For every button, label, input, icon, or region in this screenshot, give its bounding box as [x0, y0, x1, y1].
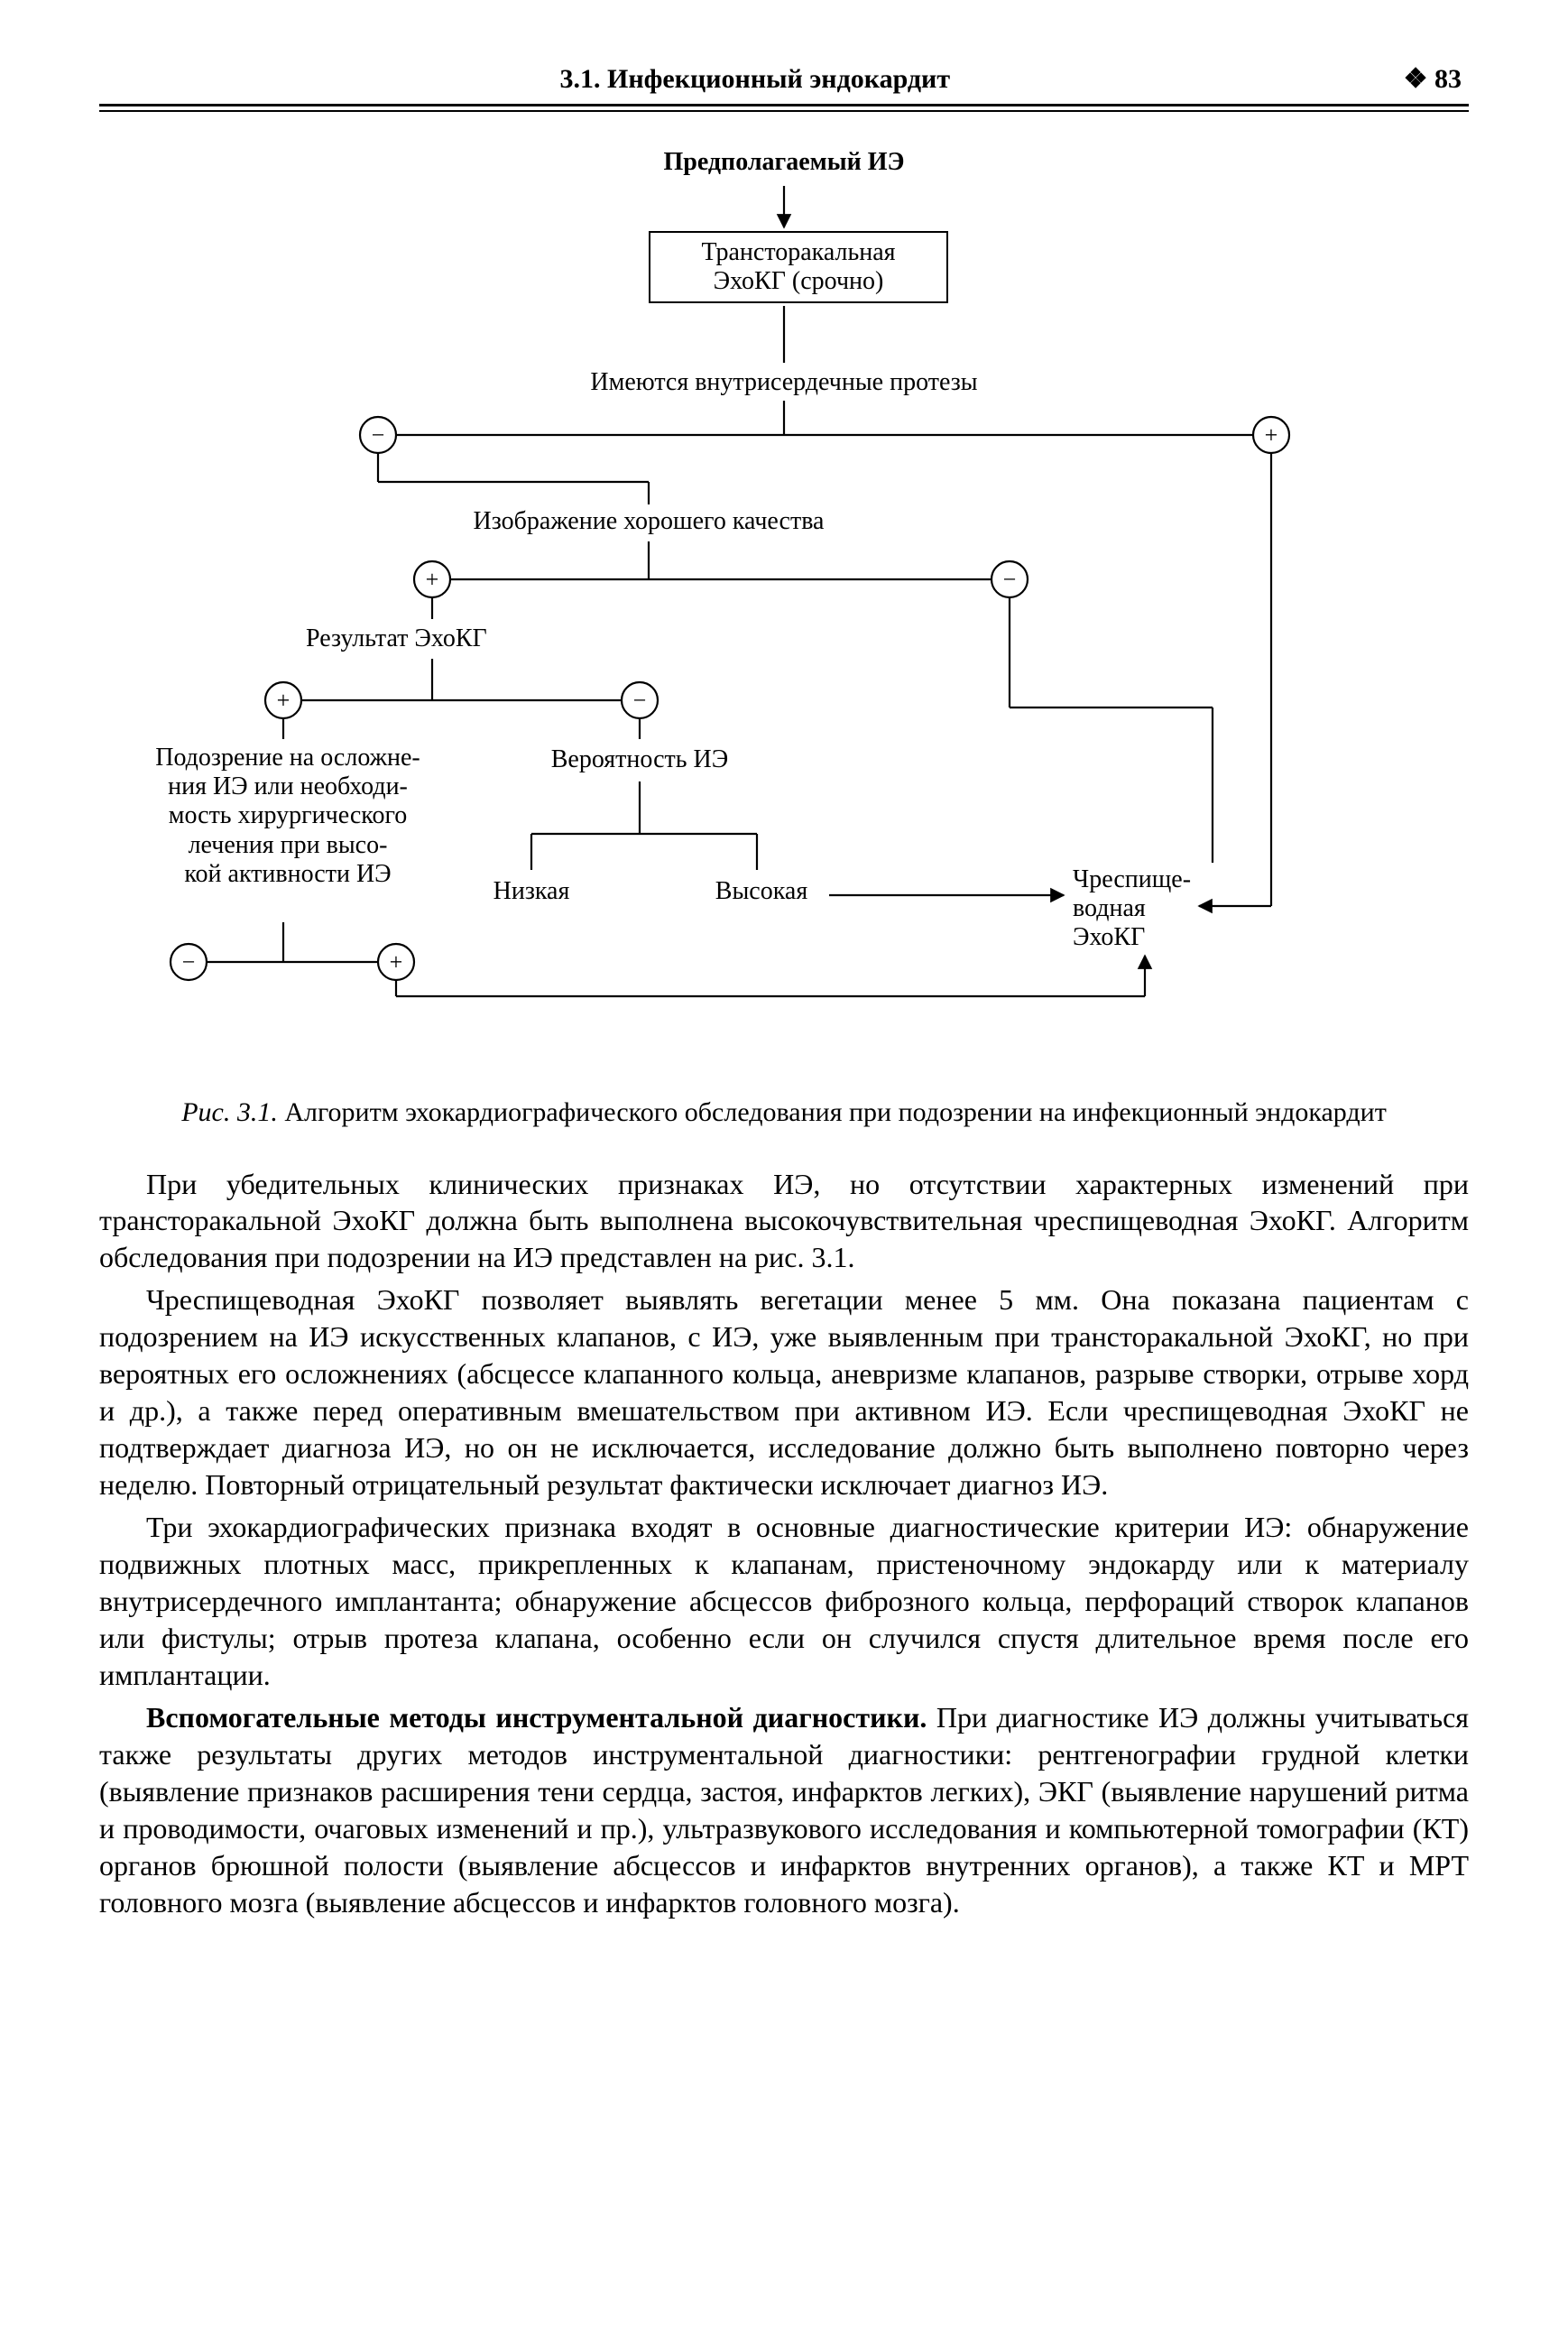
node-tee: Чреспище- водная ЭхоКГ [1073, 865, 1253, 953]
badge-plus: + [1265, 422, 1278, 449]
node-complications: Подозрение на осложне- ния ИЭ или необхо… [121, 744, 455, 889]
paragraph-2: Чреспищеводная ЭхоКГ позволяет выявлять … [99, 1281, 1469, 1503]
body-text: При убедительных клинических признаках И… [99, 1166, 1469, 1921]
node-tte-box: Трансторакальная ЭхоКГ (срочно) [649, 231, 948, 303]
paragraph-1: При убедительных клинических признаках И… [99, 1166, 1469, 1277]
caption-label: Рис. 3.1. [181, 1097, 278, 1127]
header-double-rule [99, 104, 1469, 112]
svg-text:−: − [182, 949, 196, 976]
figure-caption: Рис. 3.1. Алгоритм эхокардиографического… [99, 1096, 1469, 1130]
paragraph-3: Три эхокардиографических признака входят… [99, 1509, 1469, 1694]
svg-text:+: + [277, 688, 291, 714]
svg-text:−: − [1003, 567, 1017, 593]
svg-text:−: − [633, 688, 647, 714]
node-high: Высокая [694, 877, 829, 906]
svg-text:+: + [426, 567, 439, 593]
node-low: Низкая [468, 877, 595, 906]
node-prosthesis: Имеются внутрисердечные протезы [531, 368, 1037, 397]
caption-text: Алгоритм эхокардиографического обследова… [284, 1097, 1386, 1127]
node-start: Предполагаемый ИЭ [613, 148, 955, 177]
node-probability: Вероятность ИЭ [522, 745, 757, 774]
header-section-title: 3.1. Инфекционный эндокардит [106, 64, 1404, 95]
paragraph-4-lead: Вспомогательные методы инструментальной … [146, 1701, 927, 1734]
badge-minus: − [372, 422, 385, 449]
node-tte-line2: ЭхоКГ (срочно) [714, 267, 884, 295]
flowchart: − + + − + − − + Предполагаемы [107, 148, 1461, 1068]
node-result: Результат ЭхоКГ [306, 624, 558, 653]
page: 3.1. Инфекционный эндокардит ❖ 83 [0, 0, 1568, 2008]
header-page-number: ❖ 83 [1404, 63, 1462, 95]
running-header: 3.1. Инфекционный эндокардит ❖ 83 [99, 63, 1469, 98]
node-tte-line1: Трансторакальная [701, 238, 895, 266]
node-quality: Изображение хорошего качества [432, 507, 865, 536]
svg-text:+: + [390, 949, 403, 976]
paragraph-4: Вспомогательные методы инструментальной … [99, 1699, 1469, 1921]
